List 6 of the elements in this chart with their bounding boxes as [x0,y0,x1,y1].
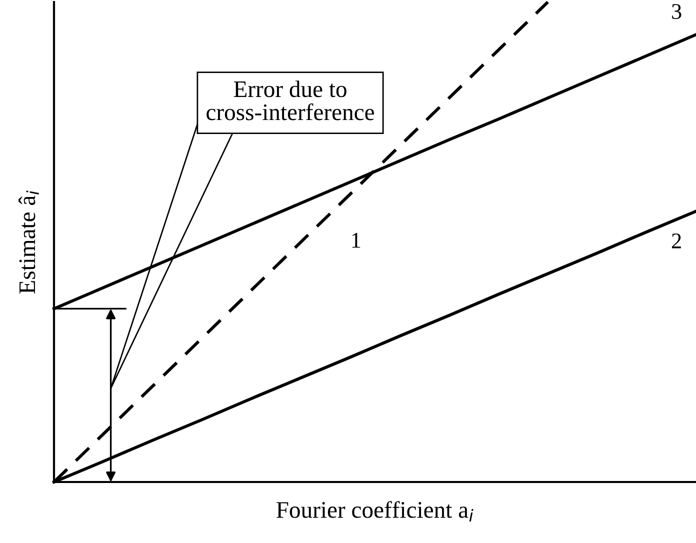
x-axis-title: Fourier coefficient a$_{i}$ [276,501,474,522]
series-label: 1 [352,232,360,248]
y-axis-title: Estimate â$_{i}$ [18,190,39,294]
series-label: 3 [672,4,682,20]
series-label: 2 [672,234,681,248]
annotation: Error due to cross-interference [206,80,374,120]
